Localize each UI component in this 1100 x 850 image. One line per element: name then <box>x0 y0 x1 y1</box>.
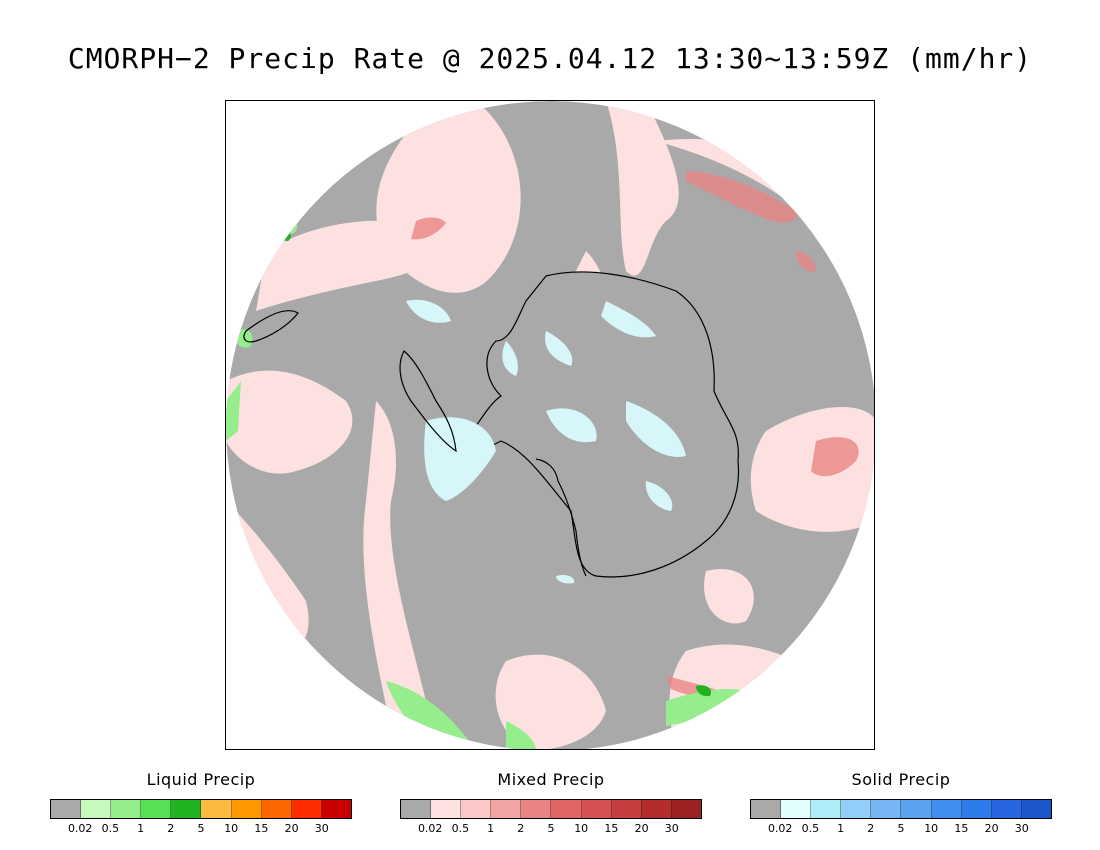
color-bar <box>400 799 702 819</box>
tick-label: 2 <box>517 822 525 835</box>
south-america-tip-outline <box>243 310 299 343</box>
legend-title: Liquid Precip <box>146 770 256 789</box>
map-panel <box>225 100 875 750</box>
tick-label: 5 <box>197 822 205 835</box>
chart-title: CMORPH−2 Precip Rate @ 2025.04.12 13:30~… <box>67 42 1033 75</box>
legend-swatch-0 <box>51 800 82 818</box>
tick-label: 10 <box>574 822 589 835</box>
tick-label: 15 <box>954 822 969 835</box>
legend-swatch-8 <box>991 800 1022 818</box>
tick-label: 20 <box>284 822 299 835</box>
tick-labels: 0.02 0.5 1 2 5 10 15 20 30 <box>750 822 1052 838</box>
tick-label: 0.5 <box>801 822 820 835</box>
tick-label: 10 <box>924 822 939 835</box>
tick-label: 0.5 <box>451 822 470 835</box>
tick-label: 1 <box>487 822 495 835</box>
legend-swatch-2 <box>461 800 492 818</box>
legend-swatch-6 <box>931 800 962 818</box>
legend-swatch-5 <box>201 800 232 818</box>
legend-swatch-1 <box>81 800 112 818</box>
legend-title: Mixed Precip <box>497 770 605 789</box>
legend-swatch-0 <box>401 800 432 818</box>
liquid-precip-areas <box>226 220 746 749</box>
tick-label: 0.02 <box>767 822 793 835</box>
legend-swatch-6 <box>231 800 262 818</box>
legend-swatch-4 <box>171 800 202 818</box>
polar-map <box>226 101 874 749</box>
tick-label: 30 <box>1014 822 1029 835</box>
legend-swatch-3 <box>841 800 872 818</box>
legend-swatch-2 <box>111 800 142 818</box>
tick-label: 30 <box>314 822 329 835</box>
legend-swatch-1 <box>781 800 812 818</box>
tick-label: 20 <box>634 822 649 835</box>
legend-swatch-7 <box>961 800 992 818</box>
legend-swatch-5 <box>551 800 582 818</box>
tick-label: 0.5 <box>101 822 120 835</box>
ross-ice-shelf-outline <box>535 458 587 577</box>
legend-swatch-9 <box>321 800 351 818</box>
legend-swatch-8 <box>641 800 672 818</box>
color-bar <box>750 799 1052 819</box>
tick-label: 20 <box>984 822 999 835</box>
tick-label: 15 <box>604 822 619 835</box>
legend-swatch-5 <box>901 800 932 818</box>
legend-swatch-0 <box>751 800 782 818</box>
legend-liquid: Liquid Precip 0.02 0.5 1 2 5 10 15 20 30 <box>50 770 352 838</box>
tick-labels: 0.02 0.5 1 2 5 10 15 20 30 <box>50 822 352 838</box>
snow-precip-areas <box>406 299 686 584</box>
legend-swatch-3 <box>491 800 522 818</box>
legend-swatch-4 <box>871 800 902 818</box>
legend-solid: Solid Precip 0.02 0.5 1 2 5 10 15 20 30 <box>750 770 1052 838</box>
legend-swatch-1 <box>431 800 462 818</box>
tick-label: 1 <box>837 822 845 835</box>
legend-swatch-7 <box>261 800 292 818</box>
tick-label: 0.02 <box>67 822 93 835</box>
tick-label: 10 <box>224 822 239 835</box>
legend-swatch-9 <box>1021 800 1051 818</box>
color-bar <box>50 799 352 819</box>
legend-mixed: Mixed Precip 0.02 0.5 1 2 5 10 15 20 30 <box>400 770 702 838</box>
tick-label: 30 <box>664 822 679 835</box>
tick-label: 15 <box>254 822 269 835</box>
legend-swatch-6 <box>581 800 612 818</box>
tick-label: 5 <box>897 822 905 835</box>
legend-title: Solid Precip <box>851 770 951 789</box>
tick-label: 0.02 <box>417 822 443 835</box>
tick-label: 2 <box>167 822 175 835</box>
legend-swatch-7 <box>611 800 642 818</box>
mixed-heavy-precip-areas <box>411 171 859 698</box>
tick-label: 2 <box>867 822 875 835</box>
antarctic-peninsula-outline <box>399 350 457 453</box>
legend-swatch-9 <box>671 800 701 818</box>
legend-swatch-8 <box>291 800 322 818</box>
tick-label: 1 <box>137 822 145 835</box>
tick-labels: 0.02 0.5 1 2 5 10 15 20 30 <box>400 822 702 838</box>
legend-swatch-2 <box>811 800 842 818</box>
tick-label: 5 <box>547 822 555 835</box>
legend-swatch-3 <box>141 800 172 818</box>
legend-swatch-4 <box>521 800 552 818</box>
